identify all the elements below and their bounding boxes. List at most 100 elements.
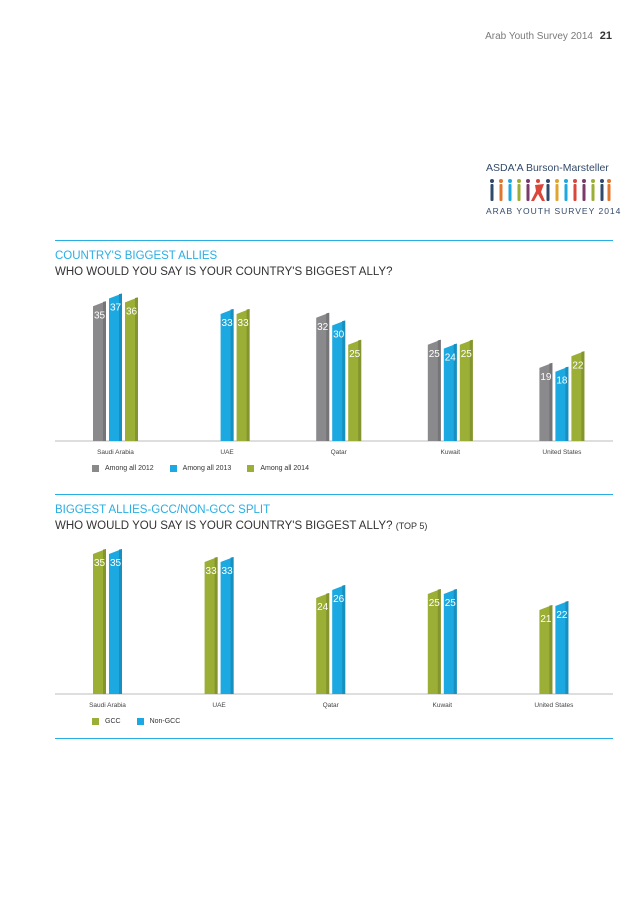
data-label: 35 (110, 558, 122, 569)
bar-shade (549, 605, 553, 694)
bar-gcc-uae (204, 557, 218, 694)
data-label: 37 (110, 303, 122, 314)
page-number: 21 (599, 30, 612, 42)
brand-logo: ASDA'A Burson-Marsteller ARAB YOUTH SURV… (486, 162, 620, 220)
data-label: 33 (238, 318, 250, 329)
legend-swatch (92, 718, 99, 725)
bar-shade (214, 557, 218, 694)
bar-shade (326, 593, 330, 694)
bar-among-all-2014-kuwait (459, 339, 473, 441)
data-label: 25 (429, 349, 441, 360)
bar-among-all-2012-saudi-arabia (93, 301, 106, 441)
bar-among-all-2013-uae (220, 308, 234, 441)
bar-shade (358, 339, 362, 441)
data-label: 35 (94, 558, 106, 569)
chart2-subtitle: WHO WOULD YOU SAY IS YOUR COUNTRY'S BIGG… (55, 520, 427, 532)
legend-item-among-all-2012: Among all 2012 (92, 465, 154, 472)
bar-shade (565, 601, 569, 694)
bar-among-all-2013-kuwait (443, 343, 457, 441)
bar-among-all-2013-united-states (555, 366, 569, 441)
category-label: United States (534, 702, 574, 709)
bar-among-all-2014-qatar (348, 339, 362, 441)
data-label: 30 (333, 330, 345, 341)
bar-non-gcc-united-states (555, 601, 569, 694)
data-label: 18 (556, 376, 568, 387)
category-label: Saudi Arabia (97, 449, 134, 456)
bar-among-all-2013-saudi-arabia (109, 293, 122, 441)
category-label: Qatar (331, 449, 348, 456)
legend-swatch (92, 465, 99, 472)
category-label: United States (542, 449, 582, 456)
chart1-legend: Among all 2012 Among all 2013 Among all 20… (92, 465, 309, 472)
data-label: 25 (349, 349, 361, 360)
chart2-subtitle-suffix: (TOP 5) (395, 521, 428, 531)
bar-non-gcc-uae (220, 557, 234, 694)
legend-swatch (169, 465, 177, 472)
bar-shade (437, 339, 441, 441)
section-divider (55, 738, 613, 739)
data-label: 33 (222, 318, 234, 329)
legend-label: Non-GCC (149, 718, 181, 725)
bar-shade (230, 308, 234, 441)
page-header: Arab Youth Survey 2014 21 (485, 30, 612, 42)
bar-among-all-2014-saudi-arabia (125, 297, 138, 441)
bar-shade (581, 351, 585, 441)
data-label: 24 (445, 353, 457, 364)
bar-gcc-kuwait (427, 589, 441, 694)
data-label: 21 (540, 614, 552, 625)
legend-label: Among all 2013 (182, 465, 232, 472)
bar-among-all-2014-united-states (571, 351, 585, 441)
bar-shade (453, 589, 457, 694)
people-figures-icon (490, 179, 611, 201)
category-label: Qatar (323, 702, 340, 709)
chart1-title: COUNTRY'S BIGGEST ALLIES (55, 250, 218, 262)
bar-shade (453, 343, 457, 441)
legend-item-among-all-2013: Among all 2013 (169, 465, 232, 472)
bar-shade (565, 366, 569, 441)
bar-shade (246, 308, 250, 441)
bar-gcc-qatar (316, 593, 330, 694)
data-label: 26 (333, 594, 345, 605)
category-label: UAE (212, 702, 226, 709)
legend-item-gcc: GCC (92, 718, 121, 725)
legend-label: Among all 2012 (105, 465, 154, 472)
category-label: Kuwait (433, 702, 453, 709)
section-divider (55, 494, 613, 495)
bar-gcc-saudi-arabia (93, 549, 106, 694)
logo-brand-text: ASDA'A Burson-Marsteller (486, 162, 609, 174)
bar-non-gcc-kuwait (443, 589, 457, 694)
bar-shade (437, 589, 441, 694)
data-label: 36 (126, 306, 138, 317)
bar-shade (103, 301, 106, 441)
section-divider (55, 240, 613, 241)
bar-among-all-2014-uae (236, 308, 250, 441)
bar-shade (135, 297, 138, 441)
data-label: 35 (94, 310, 106, 321)
survey-name: Arab Youth Survey 2014 (485, 31, 593, 42)
data-label: 22 (572, 360, 584, 371)
chart2-legend: GCC Non-GCC (92, 718, 180, 725)
legend-swatch (247, 465, 255, 472)
bar-shade (103, 549, 106, 694)
bar-shade (469, 339, 473, 441)
chart2-plot: 35 35 Saudi Arabia 33 33 UAE 24 26 Qatar 25 25 Kuwa… (55, 549, 613, 709)
bar-non-gcc-qatar (332, 585, 346, 694)
bar-shade (549, 362, 553, 441)
bar-gcc-united-states (539, 605, 553, 694)
data-label: 19 (540, 372, 552, 383)
bar-among-all-2013-qatar (332, 320, 346, 441)
bar-shade (119, 549, 122, 694)
data-label: 25 (461, 349, 473, 360)
data-label: 24 (317, 602, 329, 613)
bar-among-all-2012-united-states (539, 362, 553, 441)
chart2-subtitle-text: WHO WOULD YOU SAY IS YOUR COUNTRY'S BIGG… (55, 520, 393, 532)
chart1-subtitle: WHO WOULD YOU SAY IS YOUR COUNTRY'S BIGG… (55, 266, 393, 278)
legend-item-non-gcc: Non-GCC (136, 718, 181, 725)
legend-label: Among all 2014 (260, 465, 309, 472)
data-label: 33 (206, 566, 218, 577)
data-label: 22 (556, 610, 568, 621)
chart2-title: BIGGEST ALLIES-GCC/NON-GCC SPLIT (55, 504, 271, 516)
legend-item-among-all-2014: Among all 2014 (247, 465, 309, 472)
chart1-plot: 35 37 36 Saudi Arabia 33 33 UAE 32 30 25 Qatar 25 24… (55, 293, 613, 456)
data-label: 25 (445, 598, 457, 609)
